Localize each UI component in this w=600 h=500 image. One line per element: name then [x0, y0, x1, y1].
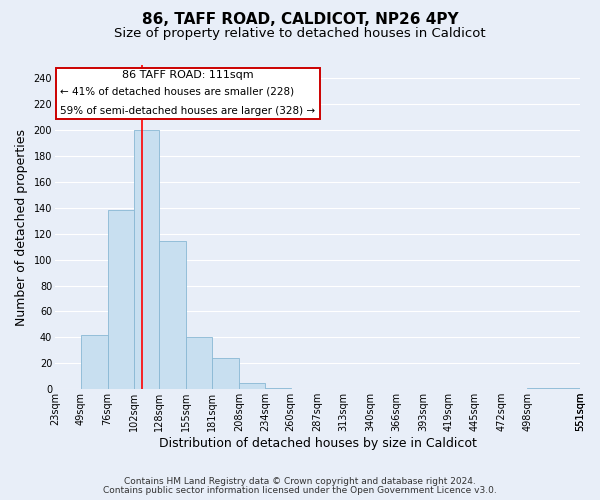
Bar — [81, 335, 107, 390]
Bar — [527, 388, 580, 390]
Text: Size of property relative to detached houses in Caldicot: Size of property relative to detached ho… — [114, 28, 486, 40]
Text: ← 41% of detached houses are smaller (228): ← 41% of detached houses are smaller (22… — [60, 86, 294, 96]
Text: 86, TAFF ROAD, CALDICOT, NP26 4PY: 86, TAFF ROAD, CALDICOT, NP26 4PY — [142, 12, 458, 28]
Text: Contains public sector information licensed under the Open Government Licence v3: Contains public sector information licen… — [103, 486, 497, 495]
Y-axis label: Number of detached properties: Number of detached properties — [15, 128, 28, 326]
Text: 59% of semi-detached houses are larger (328) →: 59% of semi-detached houses are larger (… — [60, 106, 315, 116]
Bar — [239, 383, 265, 390]
Bar — [134, 130, 160, 390]
Text: Contains HM Land Registry data © Crown copyright and database right 2024.: Contains HM Land Registry data © Crown c… — [124, 477, 476, 486]
Bar — [212, 358, 239, 390]
Bar — [160, 242, 186, 390]
FancyBboxPatch shape — [56, 68, 320, 120]
Bar — [107, 210, 134, 390]
Bar — [186, 338, 212, 390]
Bar — [265, 388, 290, 390]
Text: 86 TAFF ROAD: 111sqm: 86 TAFF ROAD: 111sqm — [122, 70, 254, 80]
X-axis label: Distribution of detached houses by size in Caldicot: Distribution of detached houses by size … — [158, 437, 476, 450]
